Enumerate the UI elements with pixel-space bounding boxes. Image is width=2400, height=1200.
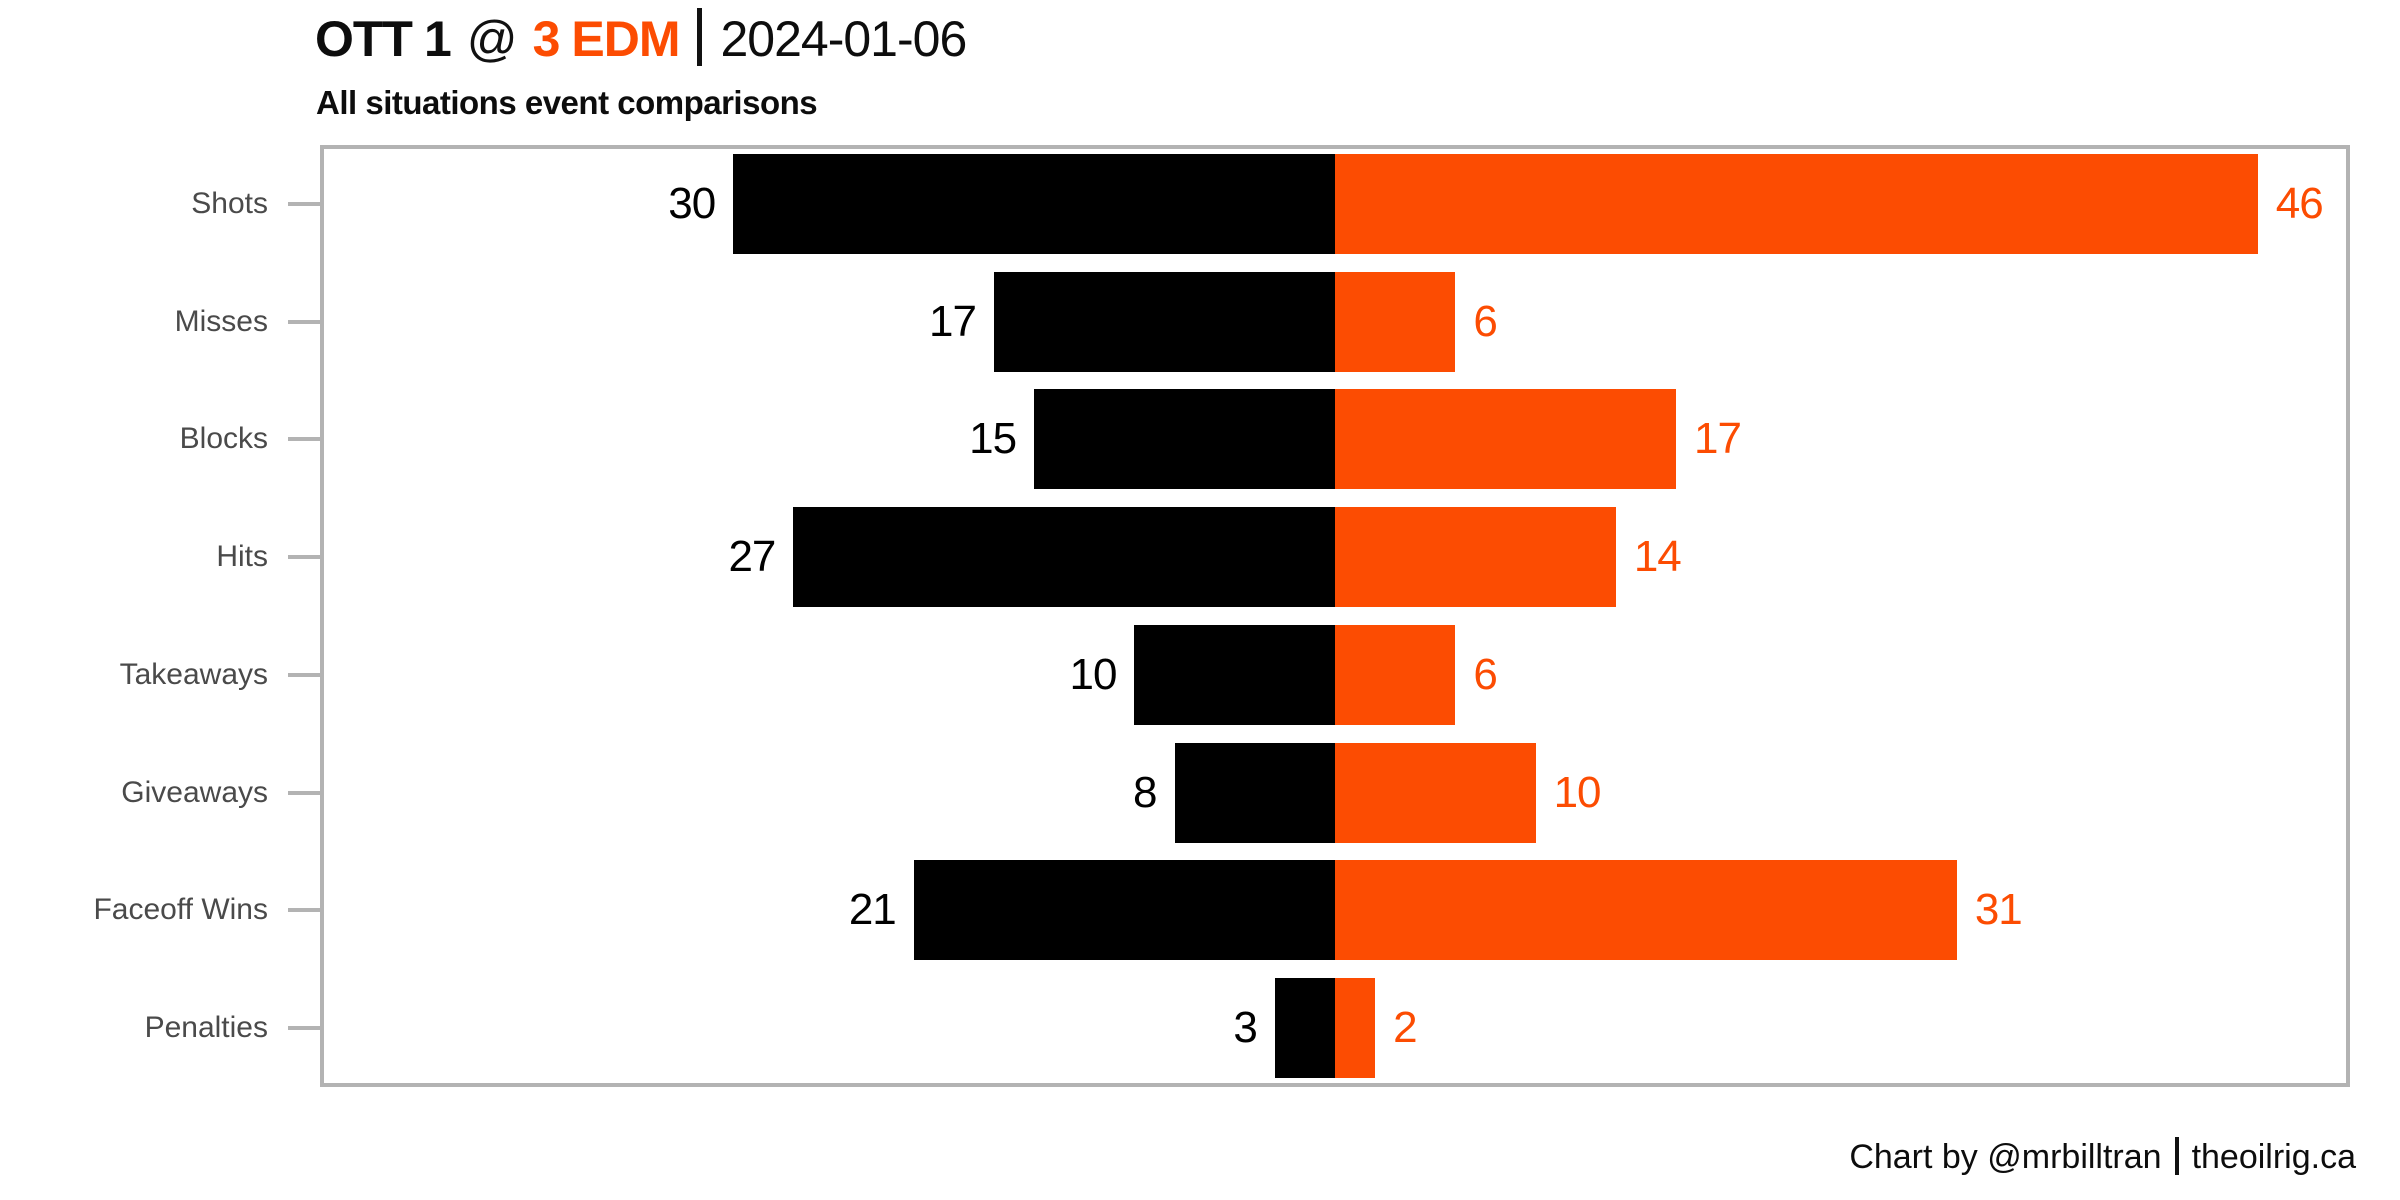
away-bar-misses — [993, 271, 1335, 372]
category-label: Shots — [191, 186, 268, 220]
home-bar-penalties — [1335, 978, 1376, 1079]
away-team-name: OTT — [315, 11, 413, 67]
away-value-label: 21 — [848, 885, 897, 935]
away-value-label: 10 — [1069, 649, 1117, 699]
chart-subtitle: All situations event comparisons — [316, 84, 818, 121]
home-value-label: 6 — [1473, 296, 1498, 346]
home-team-name: EDM — [571, 11, 680, 67]
home-value-label: 10 — [1553, 767, 1602, 817]
home-value-label: 14 — [1633, 532, 1682, 582]
away-bar-penalties — [1274, 978, 1335, 1079]
category-label: Giveaways — [121, 775, 268, 809]
home-value-label: 17 — [1694, 414, 1742, 464]
away-value-label: 15 — [969, 414, 1017, 464]
away-bar-giveaways — [1174, 742, 1335, 843]
away-bar-blocks — [1034, 389, 1335, 490]
away-bar-hits — [793, 507, 1335, 608]
home-value-label: 46 — [2275, 178, 2324, 228]
away-bar-faceoff-wins — [913, 860, 1335, 961]
game-date: 2024-01-06 — [720, 11, 967, 67]
away-value-label: 17 — [929, 296, 977, 346]
home-bar-misses — [1335, 271, 1456, 372]
home-bar-giveaways — [1335, 742, 1536, 843]
axis-tick — [288, 555, 321, 560]
away-bar-takeaways — [1134, 624, 1335, 725]
credit-separator — [2174, 1137, 2179, 1175]
axis-tick — [288, 1026, 321, 1031]
axis-tick — [288, 319, 321, 324]
chart-title: OTT 1 @3 EDM 2024-01-06 — [315, 8, 967, 69]
at-symbol: @ — [466, 11, 518, 67]
axis-tick — [288, 790, 321, 795]
home-value-label: 2 — [1393, 1003, 1418, 1053]
category-label: Blocks — [179, 422, 268, 456]
home-value-label: 6 — [1473, 649, 1498, 699]
home-bar-blocks — [1335, 389, 1676, 490]
axis-tick — [288, 437, 321, 442]
axis-tick — [288, 672, 321, 677]
credit-site: theoilrig.ca — [2191, 1138, 2356, 1176]
chart-credit: Chart by @mrbilltran theoilrig.ca — [1849, 1136, 2356, 1178]
category-label: Misses — [174, 304, 268, 338]
home-bar-hits — [1335, 507, 1616, 608]
away-team-score: 1 — [423, 11, 452, 67]
away-value-label: 8 — [1133, 767, 1158, 817]
title-separator — [697, 8, 703, 66]
category-label: Faceoff Wins — [93, 893, 268, 927]
axis-tick — [288, 908, 321, 913]
home-bar-takeaways — [1335, 624, 1456, 725]
away-value-label: 3 — [1233, 1003, 1258, 1053]
away-value-label: 27 — [728, 532, 776, 582]
category-label: Hits — [216, 540, 268, 574]
away-bar-shots — [733, 153, 1335, 254]
home-bar-faceoff-wins — [1335, 860, 1957, 961]
category-label: Penalties — [144, 1011, 268, 1045]
axis-tick — [288, 201, 321, 206]
home-value-label: 31 — [1974, 885, 2023, 935]
home-team-score: 3 — [532, 11, 561, 67]
credit-author: Chart by @mrbilltran — [1849, 1138, 2162, 1176]
category-label: Takeaways — [119, 657, 268, 691]
home-bar-shots — [1335, 153, 2258, 254]
away-value-label: 30 — [668, 178, 716, 228]
